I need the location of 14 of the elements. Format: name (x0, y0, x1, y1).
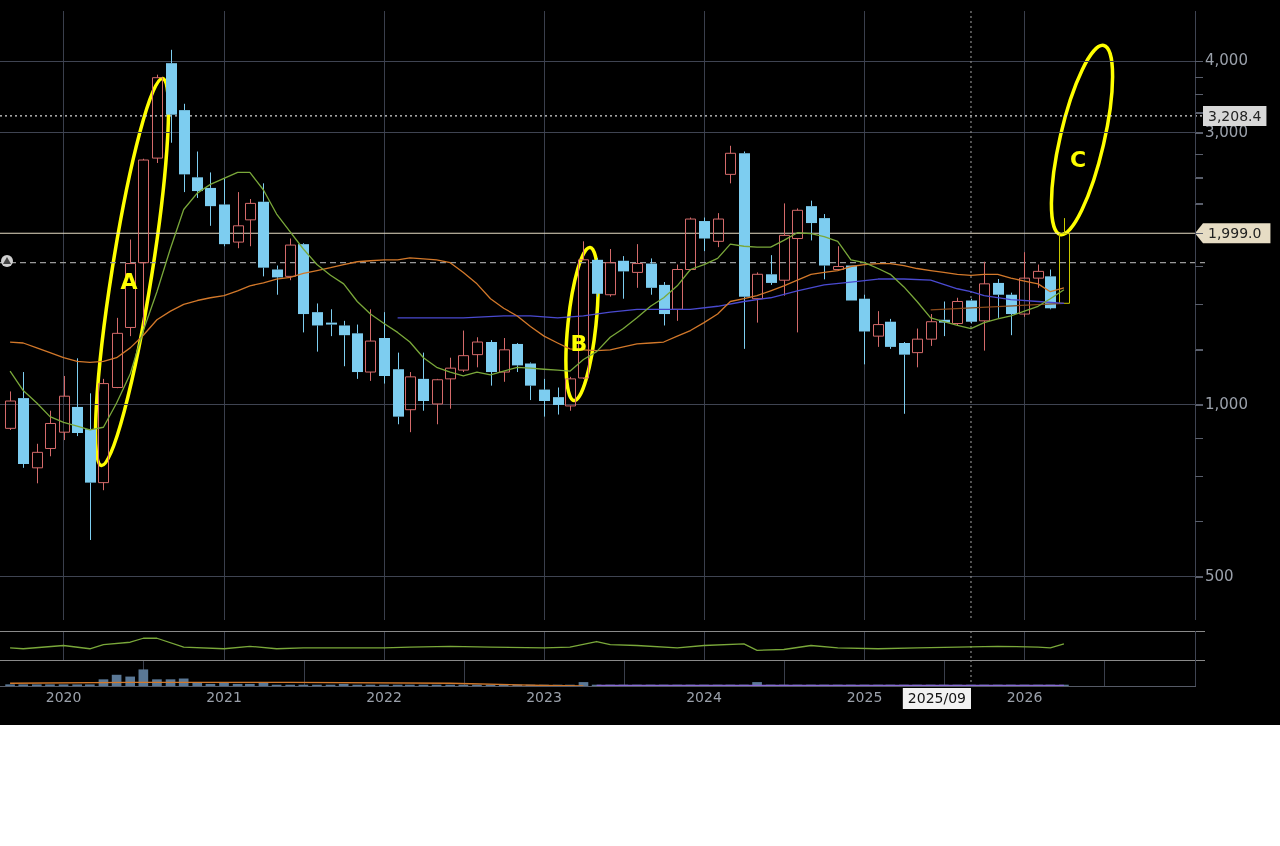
annotation: C (1069, 146, 1087, 172)
x-tick-label: 2023 (526, 689, 562, 706)
x-tick-label: 2022 (366, 689, 402, 706)
y-tick-label: 500 (1205, 566, 1234, 585)
x-tick-label: 2020 (45, 689, 82, 706)
x-tick-label: 2026 (1006, 689, 1043, 706)
ref-line-label: 1,999.0 (1208, 224, 1262, 241)
y-tick-label: 4,000 (1205, 51, 1248, 70)
ref-line-label: 2025/09 (907, 689, 966, 706)
y-tick-label: 1,000 (1205, 394, 1248, 413)
x-tick-label: 2024 (686, 689, 722, 706)
x-tick-label: 2021 (206, 689, 242, 706)
x-tick-label: 2025 (846, 689, 883, 706)
ref-line-label: 3,208.4 (1208, 107, 1262, 124)
